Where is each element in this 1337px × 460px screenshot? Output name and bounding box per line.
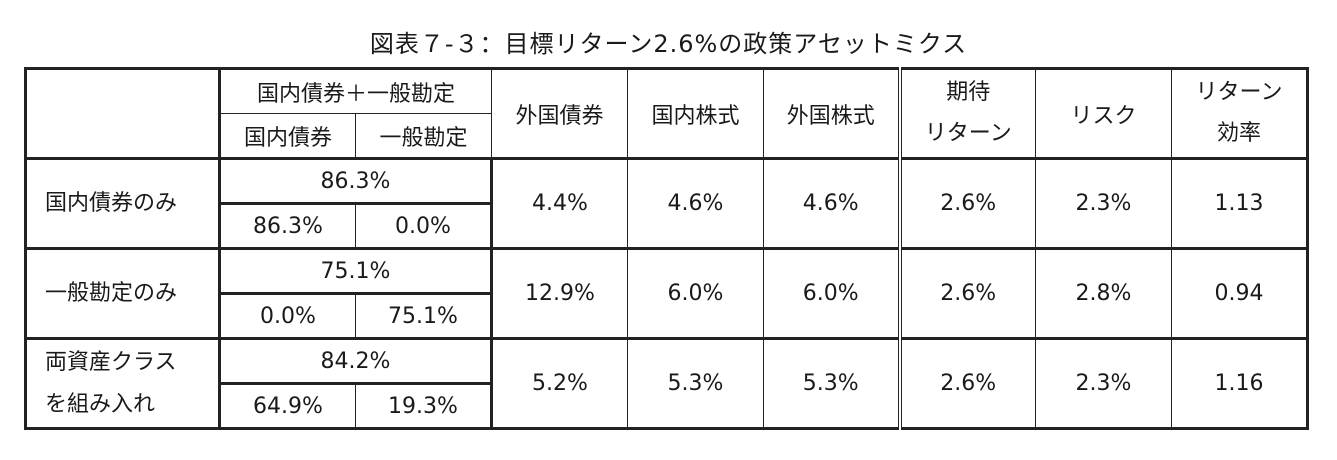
return-efficiency-cell: 1.13: [1171, 158, 1309, 250]
expected-return-cell: 2.6%: [899, 338, 1036, 430]
return-efficiency-cell: 0.94: [1171, 248, 1309, 340]
domestic-bonds-cell: 86.3%: [219, 203, 356, 250]
row-label: 国内債券のみ: [24, 158, 221, 250]
table-row: 64.9% 19.3%: [26, 383, 1308, 430]
header-corner-cell: [24, 67, 221, 160]
header-risk: リスク: [1035, 67, 1172, 160]
row-label: 両資産クラス を組み入れ: [24, 338, 221, 430]
table-row: 一般勘定のみ 75.1% 12.9% 6.0% 6.0% 2.6% 2.8% 0…: [24, 248, 1309, 340]
domestic-stocks-cell: 5.3%: [627, 338, 764, 430]
table-row: 0.0% 75.1%: [26, 293, 1308, 340]
domestic-stocks-cell: 6.0%: [627, 248, 764, 340]
asset-mix-table: 国内債券＋一般勘定 外国債券 国内株式 外国株式 期待 リターン リスク リター…: [24, 67, 1309, 430]
domestic-bonds-cell: 64.9%: [219, 383, 356, 430]
bonds-total-cell: 86.3%: [219, 158, 492, 205]
foreign-stocks-cell: 5.3%: [763, 338, 902, 430]
table-row: 国内債券のみ 86.3% 4.4% 4.6% 4.6% 2.6% 2.3% 1.…: [24, 158, 1309, 250]
table-title: 図表７-３：目標リターン2.6%の政策アセットミクス: [369, 30, 968, 58]
header-foreign-bonds: 外国債券: [491, 67, 628, 160]
header-domestic-bonds: 国内債券: [219, 113, 356, 160]
risk-cell: 2.8%: [1035, 248, 1172, 340]
risk-cell: 2.3%: [1035, 338, 1172, 430]
header-bonds-group: 国内債券＋一般勘定: [219, 67, 492, 114]
general-account-cell: 0.0%: [355, 203, 492, 250]
domestic-stocks-cell: 4.6%: [627, 158, 764, 250]
row-label: 一般勘定のみ: [24, 248, 221, 340]
bonds-total-cell: 84.2%: [219, 338, 492, 385]
header-return-efficiency: リターン 効率: [1171, 67, 1309, 160]
header-general-account: 一般勘定: [355, 113, 492, 160]
foreign-stocks-cell: 6.0%: [763, 248, 902, 340]
header-return-efficiency-line2: 効率: [1216, 120, 1261, 146]
risk-cell: 2.3%: [1035, 158, 1172, 250]
expected-return-cell: 2.6%: [899, 158, 1036, 250]
bonds-total-cell: 75.1%: [219, 248, 492, 295]
row-label-line1: 一般勘定のみ: [45, 280, 178, 306]
row-label-line2: を組み入れ: [45, 391, 156, 417]
foreign-bonds-cell: 4.4%: [490, 158, 628, 250]
foreign-stocks-cell: 4.6%: [763, 158, 902, 250]
general-account-cell: 19.3%: [355, 383, 492, 430]
table-row: 86.3% 0.0%: [26, 203, 1308, 250]
header-row-1: 国内債券＋一般勘定 外国債券 国内株式 外国株式 期待 リターン リスク リター…: [24, 67, 1309, 160]
foreign-bonds-cell: 5.2%: [490, 338, 628, 430]
header-expected-return: 期待 リターン: [899, 67, 1036, 160]
header-foreign-stocks: 外国株式: [763, 67, 902, 160]
table-row: 両資産クラス を組み入れ 84.2% 5.2% 5.3% 5.3% 2.6% 2…: [24, 338, 1309, 430]
header-domestic-stocks: 国内株式: [627, 67, 764, 160]
foreign-bonds-cell: 12.9%: [490, 248, 628, 340]
general-account-cell: 75.1%: [355, 293, 492, 340]
return-efficiency-cell: 1.16: [1171, 338, 1309, 430]
row-label-line1: 国内債券のみ: [45, 190, 178, 216]
header-return-efficiency-line1: リターン: [1195, 79, 1283, 105]
header-expected-return-line1: 期待: [946, 79, 991, 105]
expected-return-cell: 2.6%: [899, 248, 1036, 340]
header-expected-return-line2: リターン: [924, 120, 1012, 146]
domestic-bonds-cell: 0.0%: [219, 293, 356, 340]
header-row-2: 国内債券 一般勘定: [26, 113, 1308, 160]
row-label-line1: 両資産クラス: [45, 349, 177, 375]
